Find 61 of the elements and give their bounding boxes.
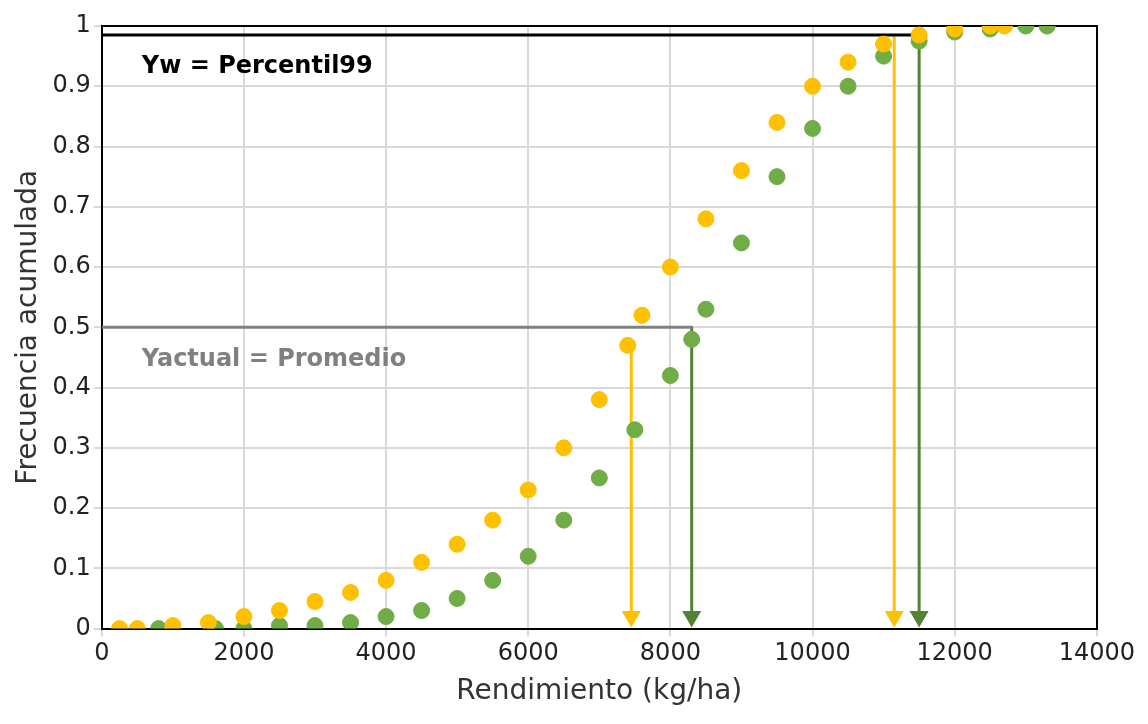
point [697, 300, 715, 318]
point [448, 589, 466, 607]
y-tick-label: 0.3 [52, 432, 91, 461]
point [619, 336, 637, 354]
x-tick-label: 6000 [497, 638, 559, 667]
point [413, 602, 431, 620]
y-tick-label: 0.4 [52, 371, 91, 400]
y-tick-label: 0.7 [52, 191, 91, 220]
x-tick-label: 0 [94, 638, 110, 667]
point [590, 391, 608, 409]
point [270, 602, 288, 620]
point [732, 162, 750, 180]
point [626, 421, 644, 439]
x-tick-label: 10000 [774, 638, 851, 667]
point [590, 469, 608, 487]
point [768, 113, 786, 131]
point [519, 481, 537, 499]
point [633, 306, 651, 324]
point [804, 119, 822, 137]
annotation: Yactual = Promedio [140, 343, 407, 372]
point [235, 608, 253, 626]
x-axis-title: Rendimiento (kg/ha) [456, 673, 743, 707]
x-tick-label: 14000 [1058, 638, 1136, 667]
point [342, 583, 360, 601]
annotation: Yw = Percentil99 [140, 51, 373, 80]
point [519, 547, 537, 565]
x-tick-label: 12000 [916, 638, 993, 667]
point [306, 592, 324, 610]
point [377, 608, 395, 626]
point [697, 210, 715, 228]
point [555, 439, 573, 457]
y-tick-label: 0 [75, 612, 91, 641]
point [661, 367, 679, 385]
y-tick-label: 0.2 [52, 492, 91, 521]
point [342, 614, 360, 629]
point [732, 234, 750, 252]
y-tick-label: 0.1 [52, 552, 91, 581]
y-tick-label: 0.6 [52, 251, 91, 280]
x-tick-label: 4000 [355, 638, 417, 667]
point [413, 553, 431, 571]
point [839, 53, 857, 71]
point [448, 535, 466, 553]
point [839, 77, 857, 95]
point [768, 168, 786, 186]
point [555, 511, 573, 529]
point [199, 614, 217, 629]
point [683, 330, 701, 348]
point [875, 35, 893, 53]
y-axis-title: Frecuencia acumulada [10, 169, 44, 485]
point [910, 26, 928, 44]
y-tick-label: 0.9 [52, 70, 91, 99]
point [804, 77, 822, 95]
point [377, 571, 395, 589]
y-tick-label: 0.5 [52, 311, 91, 340]
x-tick-label: 2000 [213, 638, 275, 667]
point [661, 258, 679, 276]
point [484, 511, 502, 529]
x-tick-label: 8000 [639, 638, 701, 667]
point [484, 571, 502, 589]
y-tick-label: 1 [75, 10, 91, 39]
y-tick-label: 0.8 [52, 130, 91, 159]
